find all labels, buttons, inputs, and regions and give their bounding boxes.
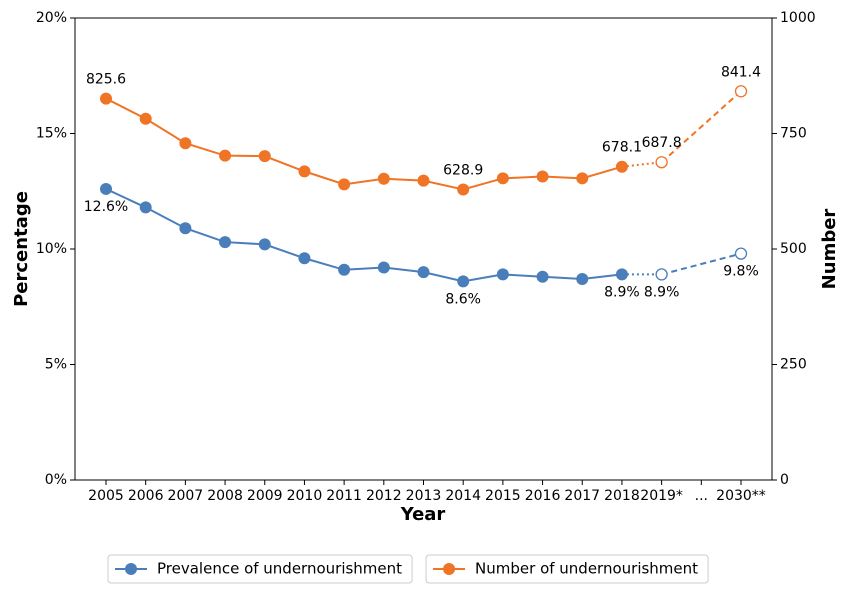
- data-label: 841.4: [721, 64, 761, 80]
- legend-item: Number of undernourishment: [425, 554, 709, 584]
- legend-item: Prevalence of undernourishment: [107, 554, 413, 584]
- x-tick-label: 2011: [326, 488, 362, 504]
- data-point: [457, 275, 470, 288]
- data-point: [377, 172, 390, 185]
- data-point: [615, 160, 628, 173]
- y2-axis-title: Number: [819, 209, 840, 290]
- data-point: [457, 183, 470, 196]
- data-point: [338, 263, 351, 276]
- data-label: 628.9: [443, 162, 483, 178]
- data-point: [734, 85, 748, 98]
- data-point: [734, 247, 748, 260]
- x-tick-label: 2005: [88, 488, 124, 504]
- x-tick-label: 2009: [247, 488, 283, 504]
- data-point: [417, 266, 430, 279]
- x-tick-label: 2018: [604, 488, 640, 504]
- y2-tick-label: 500: [780, 241, 807, 257]
- legend-box: [425, 554, 709, 584]
- legend-label: Prevalence of undernourishment: [157, 560, 402, 578]
- x-tick-label: ...: [695, 488, 708, 504]
- data-label: 9.8%: [723, 264, 759, 280]
- x-tick-label: 2008: [207, 488, 243, 504]
- data-point: [179, 222, 192, 235]
- legend-label: Number of undernourishment: [475, 560, 698, 578]
- series-line: [105, 97, 623, 191]
- data-label: 12.6%: [84, 199, 128, 215]
- x-tick-label: 2019*: [640, 488, 683, 504]
- data-point: [576, 273, 589, 286]
- data-point: [576, 172, 589, 185]
- series-line: [105, 188, 623, 283]
- x-tick-label: 2030**: [716, 488, 766, 504]
- projection-line: [660, 90, 742, 163]
- x-tick-label: 2012: [366, 488, 402, 504]
- data-point: [139, 201, 152, 214]
- legend-box: [107, 554, 413, 584]
- y-tick-label: 15%: [36, 126, 67, 142]
- y-tick-label: 5%: [45, 357, 67, 373]
- data-point: [298, 252, 311, 265]
- y2-tick-label: 0: [780, 472, 789, 488]
- data-point: [655, 268, 668, 281]
- x-axis-title: Year: [400, 504, 446, 525]
- data-label: 825.6: [86, 72, 126, 88]
- data-point: [258, 150, 271, 163]
- x-tick-label: 2017: [564, 488, 600, 504]
- projection-line: [621, 161, 662, 168]
- plot-frame: [74, 17, 773, 481]
- x-tick-label: 2007: [168, 488, 204, 504]
- data-point: [615, 268, 628, 281]
- data-point: [536, 270, 549, 283]
- data-point: [298, 165, 311, 178]
- data-point: [258, 238, 271, 251]
- data-label: 678.1: [602, 140, 642, 156]
- y-axis-title: Percentage: [11, 191, 32, 307]
- data-point: [496, 268, 509, 281]
- data-point: [179, 137, 192, 150]
- data-label: 8.6%: [445, 291, 481, 307]
- x-tick-label: 2016: [525, 488, 561, 504]
- data-point: [139, 112, 152, 125]
- legend-marker: [125, 563, 137, 575]
- data-point: [100, 92, 112, 105]
- y2-tick-label: 1000: [780, 10, 816, 26]
- data-point: [338, 178, 351, 191]
- projection-line: [661, 252, 742, 276]
- y-tick-label: 10%: [36, 241, 67, 257]
- data-point: [417, 174, 430, 187]
- data-point: [496, 172, 509, 185]
- y-tick-label: 20%: [36, 10, 67, 26]
- data-point: [536, 170, 549, 183]
- data-label: 687.8: [642, 135, 682, 151]
- legend-marker: [443, 563, 456, 575]
- data-point: [219, 149, 232, 162]
- data-point: [655, 156, 668, 169]
- data-label: 8.9%: [604, 284, 640, 300]
- x-tick-label: 2015: [485, 488, 521, 504]
- y2-tick-label: 750: [780, 126, 807, 142]
- y-tick-label: 0%: [45, 472, 67, 488]
- data-point: [377, 261, 390, 274]
- data-label: 8.9%: [644, 284, 680, 300]
- data-point: [100, 182, 112, 195]
- data-point: [219, 236, 232, 249]
- x-tick-label: 2013: [406, 488, 442, 504]
- x-tick-label: 2006: [128, 488, 164, 504]
- x-tick-label: 2014: [445, 488, 481, 504]
- y2-tick-label: 250: [780, 357, 807, 373]
- x-tick-label: 2010: [287, 488, 323, 504]
